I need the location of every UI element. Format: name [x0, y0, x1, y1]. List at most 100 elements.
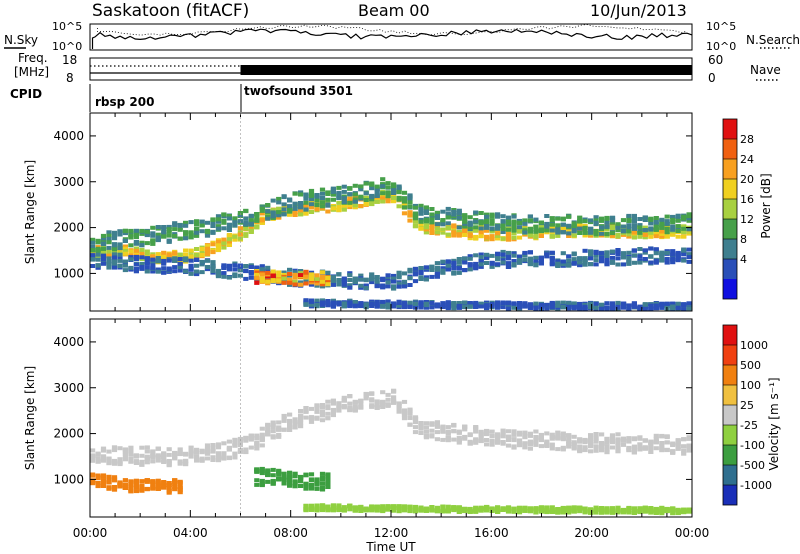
- heatmap-cell: [166, 452, 172, 457]
- heatmap-cell: [653, 303, 659, 308]
- noise-traces: [91, 24, 693, 49]
- heatmap-cell: [374, 275, 380, 279]
- heatmap-cell: [681, 510, 687, 514]
- heatmap-cell: [161, 230, 167, 235]
- heatmap-cell: [314, 207, 320, 212]
- heatmap-cell: [265, 422, 271, 427]
- heatmap-cell: [648, 307, 654, 311]
- heatmap-cell: [599, 506, 605, 511]
- heatmap-cell: [128, 456, 134, 461]
- heatmap-cell: [226, 237, 232, 242]
- heatmap-cell: [631, 436, 637, 441]
- heatmap-cell: [352, 399, 358, 404]
- heatmap-cell: [232, 455, 238, 460]
- heatmap-cell: [527, 218, 533, 223]
- heatmap-cell: [538, 258, 544, 263]
- heatmap-cell: [423, 277, 429, 282]
- heatmap-cell: [111, 255, 118, 260]
- heatmap-cell: [593, 262, 599, 267]
- heatmap-cell: [276, 270, 282, 275]
- heatmap-cell: [325, 485, 331, 489]
- heatmap-cell: [401, 271, 408, 276]
- heatmap-cell: [281, 276, 287, 281]
- freq-label-line2: [MHz]: [14, 65, 49, 79]
- heatmap-cell: [298, 203, 304, 208]
- heatmap-cell: [128, 484, 134, 489]
- heatmap-cell: [659, 229, 665, 234]
- heatmap-cell: [237, 226, 243, 231]
- heatmap-cell: [456, 301, 462, 305]
- heatmap-cell: [391, 196, 397, 200]
- colorbar-segment: [723, 425, 737, 445]
- heatmap-cell: [456, 505, 462, 510]
- heatmap-cell: [631, 219, 637, 224]
- heatmap-cell: [161, 270, 167, 275]
- heatmap-cell: [155, 225, 161, 229]
- heatmap-cell: [626, 445, 632, 450]
- heatmap-cell: [434, 303, 440, 308]
- heatmap-cell: [577, 219, 583, 224]
- heatmap-cell: [593, 218, 599, 223]
- heatmap-cell: [139, 240, 145, 245]
- heatmap-cell: [166, 258, 172, 263]
- heatmap-cell: [308, 299, 315, 304]
- heatmap-cell: [391, 400, 397, 405]
- heatmap-cell: [527, 233, 533, 238]
- heatmap-cell: [593, 251, 599, 255]
- heatmap-cell: [522, 218, 528, 223]
- heatmap-cell: [659, 231, 665, 236]
- heatmap-cell: [259, 220, 265, 225]
- heatmap-cell: [664, 224, 670, 229]
- heatmap-cell: [456, 430, 462, 435]
- heatmap-cell: [95, 246, 101, 251]
- heatmap-cell: [270, 467, 276, 472]
- heatmap-cell: [500, 305, 506, 310]
- heatmap-cell: [396, 270, 402, 275]
- heatmap-cell: [511, 223, 517, 228]
- heatmap-cell: [434, 437, 440, 442]
- noise-search-label: N.Search: [746, 33, 800, 47]
- heatmap-cell: [298, 417, 304, 422]
- heatmap-cell: [194, 247, 200, 251]
- heatmap-cell: [538, 220, 544, 225]
- heatmap-cell: [111, 233, 118, 238]
- heatmap-cell: [232, 216, 238, 221]
- heatmap-cell: [391, 199, 397, 204]
- heatmap-cell: [166, 229, 172, 234]
- heatmap-cell: [319, 405, 326, 410]
- heatmap-cell: [303, 278, 309, 283]
- heatmap-cell: [226, 216, 232, 221]
- heatmap-cell: [434, 505, 440, 510]
- heatmap-cell: [270, 198, 276, 203]
- heatmap-cell: [577, 448, 583, 452]
- heatmap-cell: [588, 433, 594, 438]
- heatmap-cell: [319, 302, 326, 307]
- heatmap-cell: [522, 230, 528, 235]
- heatmap-cell: [544, 228, 550, 233]
- heatmap-cell: [177, 459, 183, 464]
- colorbar-tick-label: 24: [740, 153, 754, 166]
- heatmap-cell: [429, 433, 435, 438]
- heatmap-cell: [653, 247, 659, 252]
- heatmap-cell: [380, 505, 386, 510]
- heatmap-cell: [363, 198, 369, 202]
- heatmap-cell: [374, 190, 380, 195]
- heatmap-cell: [637, 223, 643, 228]
- heatmap-cell: [111, 461, 118, 466]
- heatmap-cell: [522, 445, 528, 450]
- heatmap-cell: [505, 438, 512, 442]
- heatmap-cell: [489, 429, 495, 434]
- heatmap-cell: [533, 232, 539, 237]
- heatmap-cell: [495, 231, 501, 236]
- heatmap-cell: [451, 263, 457, 267]
- heatmap-cell: [352, 404, 358, 409]
- heatmap-cell: [259, 208, 265, 213]
- heatmap-cell: [308, 486, 315, 491]
- heatmap-cell: [495, 214, 501, 219]
- heatmap-cell: [248, 437, 254, 442]
- time-tick-label: 16:00: [474, 526, 509, 540]
- heatmap-cell: [555, 430, 561, 435]
- heatmap-cell: [522, 301, 528, 306]
- noise-sky-trace: [91, 28, 693, 49]
